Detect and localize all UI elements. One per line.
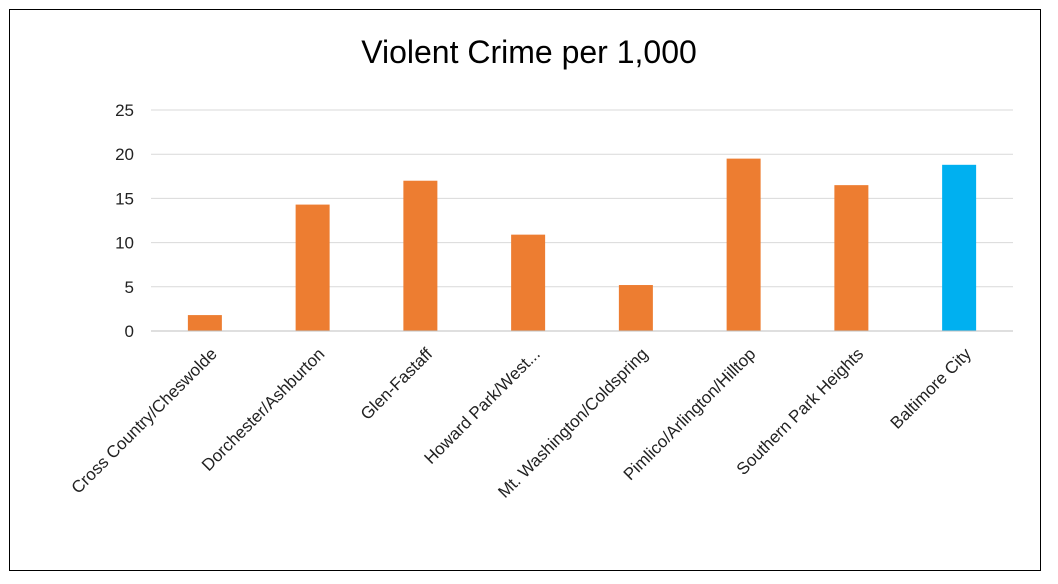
bar-8 — [942, 164, 977, 331]
y-tick-label-10: 10 — [115, 234, 134, 253]
bar-3 — [403, 180, 438, 331]
x-category-label-3: Glen-Fastaff — [357, 344, 437, 424]
y-tick-labels: 0 5 10 15 20 25 — [115, 101, 134, 341]
bar-5 — [618, 285, 653, 331]
x-category-label-8: Baltimore City — [887, 344, 976, 433]
x-category-label-7: Southern Park Heights — [733, 344, 867, 478]
bar-2 — [295, 204, 330, 331]
y-tick-label-15: 15 — [115, 189, 134, 208]
x-category-label-1: Cross Country/Cheswolde — [68, 344, 221, 497]
bar-1 — [187, 315, 222, 331]
x-category-labels: Cross Country/CheswoldeDorchester/Ashbur… — [68, 344, 976, 502]
x-category-label-2: Dorchester/Ashburton — [198, 344, 328, 474]
x-category-label-4: Howard Park/West... — [421, 344, 544, 467]
bar-4 — [511, 234, 546, 331]
gridlines — [151, 109, 1013, 288]
bars — [187, 158, 977, 331]
y-tick-label-5: 5 — [125, 278, 134, 297]
y-tick-label-0: 0 — [125, 322, 134, 341]
bar-6 — [726, 158, 761, 331]
chart-title: Violent Crime per 1,000 — [361, 34, 697, 70]
bar-7 — [834, 185, 869, 331]
y-tick-label-25: 25 — [115, 101, 134, 120]
y-tick-label-20: 20 — [115, 145, 134, 164]
